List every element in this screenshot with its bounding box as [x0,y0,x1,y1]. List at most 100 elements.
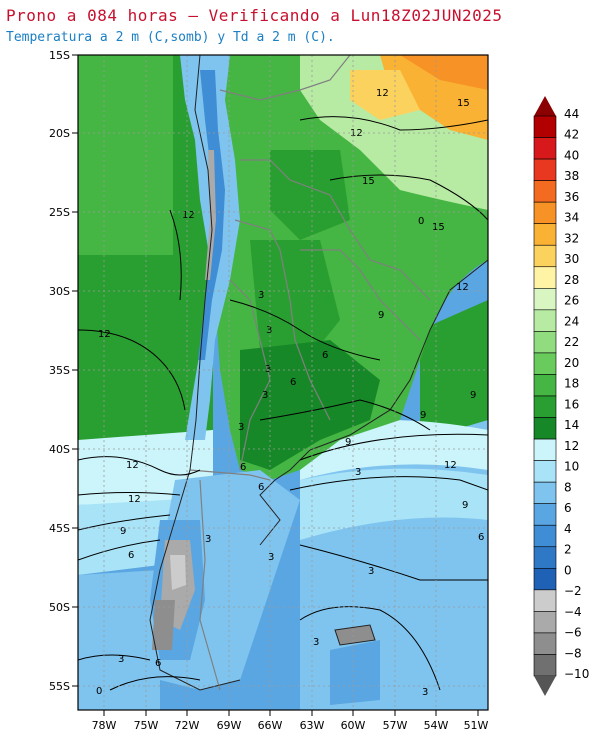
lon-label: 51W [464,719,489,732]
lon-label: 57W [383,719,408,732]
colorbar-cell [533,395,557,418]
graticule [78,55,488,710]
colorbar-cell [533,223,557,246]
colorbar-label: 14 [564,418,579,432]
lon-label: 69W [217,719,242,732]
colorbar-cell [533,589,557,612]
contour-label: 15 [457,98,470,109]
colorbar-label: 10 [564,460,579,474]
colorbar-label: 38 [564,169,579,183]
contour-label: 9 [120,526,126,537]
colorbar-label: 40 [564,148,579,162]
colorbar-label: 12 [564,439,579,453]
colorbar-label: −10 [564,667,589,681]
contour-label: 3 [265,364,271,375]
colorbar-label: −8 [564,646,582,660]
colorbar-label: 24 [564,314,579,328]
colorbar-cell [533,201,557,224]
contour-label: 3 [422,687,428,698]
colorbar-label: 22 [564,335,579,349]
contour-label: 12 [376,88,389,99]
colorbar-top-arrow [534,96,556,116]
colorbar-cell [533,481,557,504]
contour-label: 3 [238,422,244,433]
lon-label: 66W [258,719,283,732]
lon-label: 75W [134,719,159,732]
colorbar-label: 18 [564,377,579,391]
contour-label: 12 [126,460,139,471]
colorbar-label: 42 [564,128,579,142]
colorbar-cell [533,374,557,397]
contour-label: 6 [290,377,296,388]
contour-label: 6 [155,658,161,669]
contour-label: 6 [258,482,264,493]
colorbar-cell [533,115,557,138]
coastlines [149,55,488,691]
colorbar-label: 34 [564,211,579,225]
colorbar-cell [533,266,557,289]
lon-label: 72W [175,719,200,732]
contour-label: 6 [322,350,328,361]
lon-label: 78W [92,719,117,732]
colorbar-label: 44 [564,107,579,121]
lon-label: 63W [300,719,325,732]
contour-label: 9 [378,310,384,321]
contour-label: 6 [240,462,246,473]
contour-label: 15 [362,176,375,187]
colorbar-label: 16 [564,397,579,411]
colorbar-cell [533,331,557,354]
lat-label: 20S [49,127,70,140]
lon-label: 60W [341,719,366,732]
contour-label: 9 [420,410,426,421]
contour-label: 0 [418,216,424,227]
contour-label: 6 [128,550,134,561]
colorbar-cell [533,180,557,203]
colorbar-cell [533,524,557,548]
lat-label: 45S [49,522,70,535]
contour-label: 15 [432,222,445,233]
colorbar-cell [533,137,557,160]
contour-label: 12 [444,460,457,471]
colorbar-label: 32 [564,231,579,245]
colorbar-label: −2 [564,584,582,598]
contour-label: 3 [268,552,274,563]
contour-label: 9 [462,500,468,511]
contour-label: 3 [118,654,124,665]
lat-label: 15S [49,49,70,62]
contour-label: 0 [96,686,102,697]
contour-label: 3 [266,325,272,336]
colorbar-cell [533,309,557,332]
contour-label: 3 [355,467,361,478]
colorbar-cell [533,546,557,569]
colorbar-label: 2 [564,543,572,557]
colorbar: 4442403836343230282624222018161412108642… [533,96,589,696]
colorbar-label: 4 [564,522,572,536]
colorbar-cell [533,417,557,440]
latitude-labels: 15S 20S 25S 30S 35S 40S 45S 50S 55S [49,49,70,693]
contour-label: 3 [368,566,374,577]
colorbar-cell [533,288,557,311]
colorbar-cell [533,244,557,268]
colorbar-label: 30 [564,252,579,266]
colorbar-label: 6 [564,501,572,515]
contour-label: 6 [478,532,484,543]
colorbar-label: 28 [564,273,579,287]
colorbar-label: 20 [564,356,579,370]
contour-label: 12 [456,282,469,293]
colorbar-label: −6 [564,626,582,640]
colorbar-bottom-arrow [534,676,556,696]
temperature-field [78,55,488,710]
longitude-ticks [103,710,479,716]
lat-label: 25S [49,206,70,219]
contour-label: 3 [205,534,211,545]
contour-label: 3 [313,637,319,648]
colorbar-cell [533,503,557,526]
colorbar-cell [533,654,557,677]
lon-label: 54W [424,719,449,732]
lat-label: 35S [49,364,70,377]
colorbar-label: 36 [564,190,579,204]
colorbar-cell [533,460,557,483]
map-subtitle: Temperatura a 2 m (C,somb) y Td a 2 m (C… [6,30,335,45]
colorbar-label: 26 [564,294,579,308]
